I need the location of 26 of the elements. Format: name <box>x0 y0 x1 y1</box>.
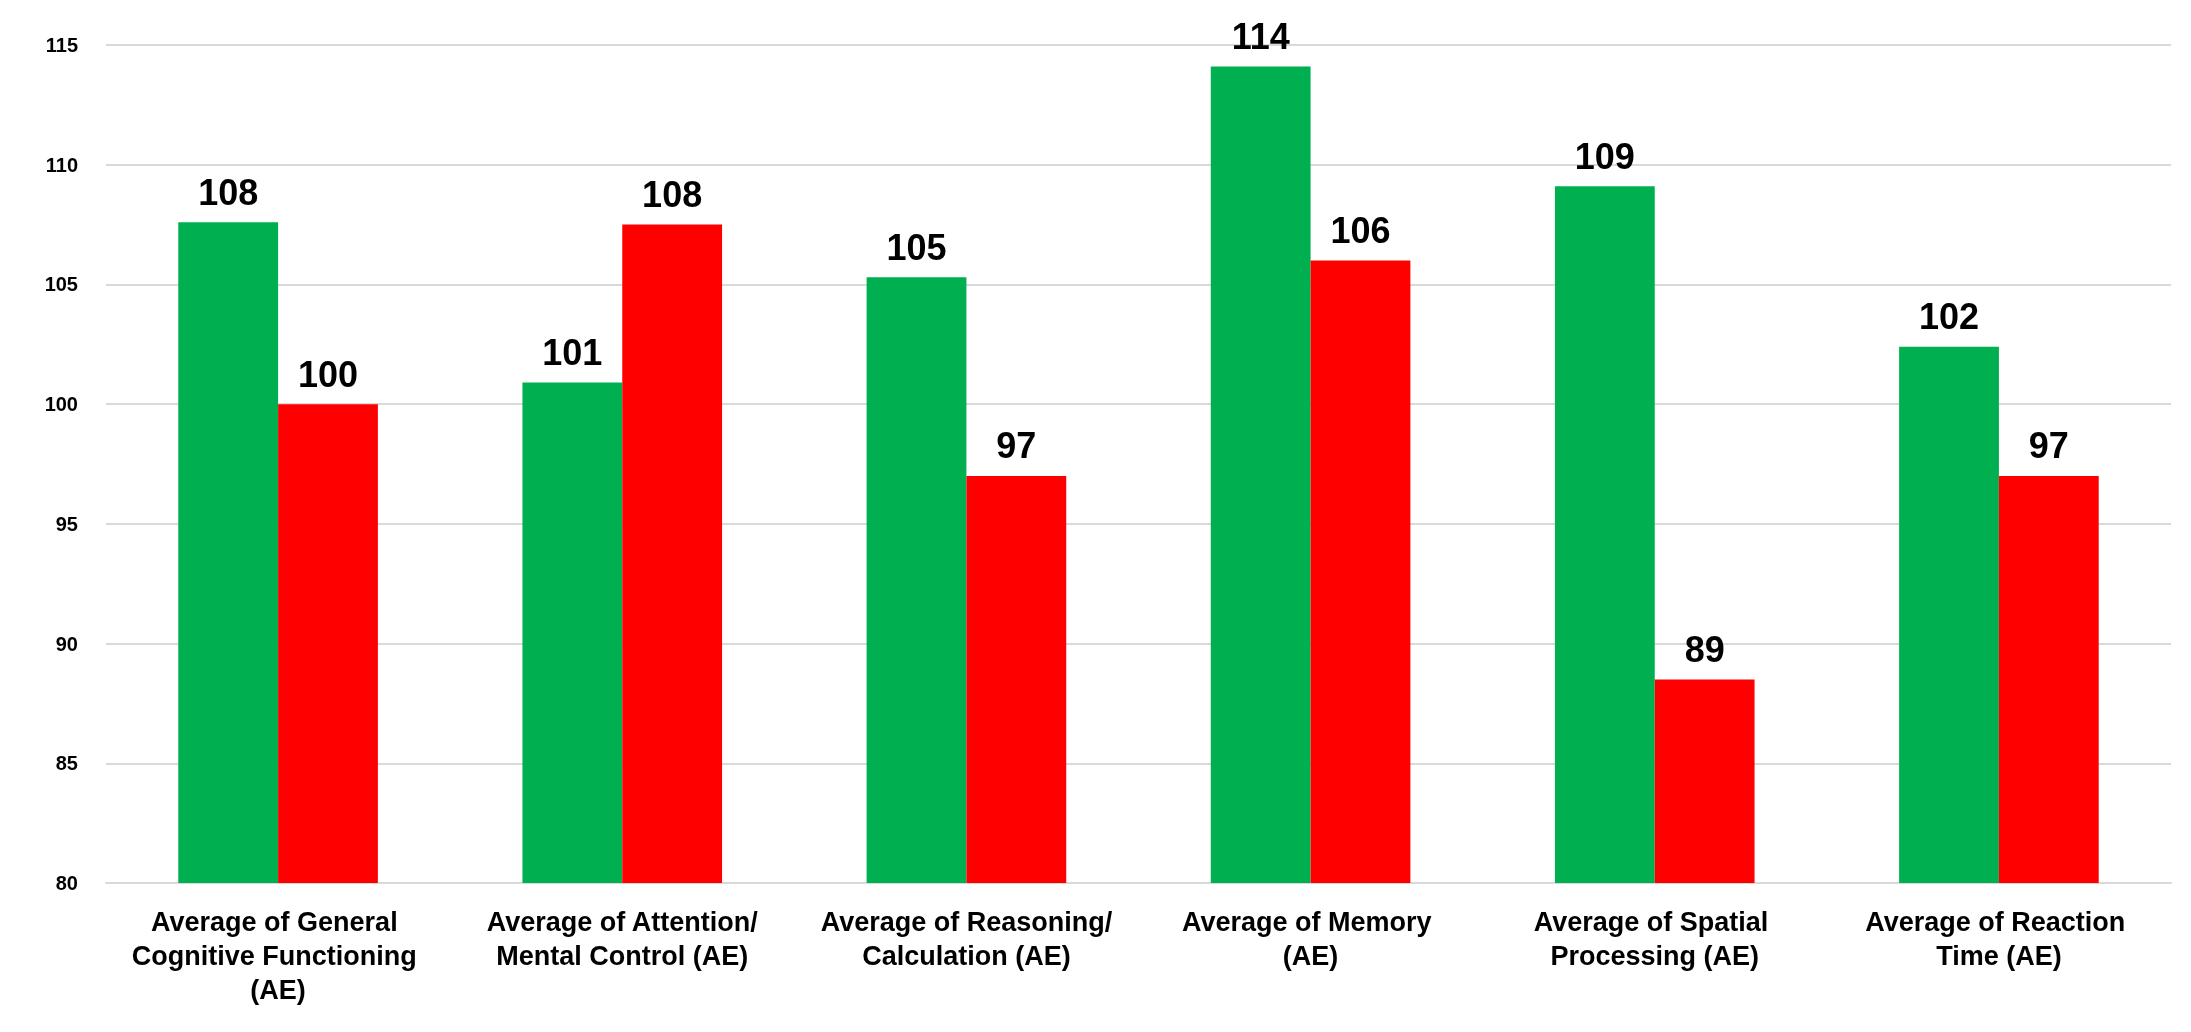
x-tick-label: Average of Spatial Processing (AE) <box>1533 907 1776 971</box>
y-tick-label: 105 <box>44 273 78 296</box>
y-tick-label: 110 <box>45 153 78 176</box>
y-tick-label: 85 <box>55 752 78 775</box>
y-tick-label: 100 <box>44 393 78 416</box>
data-label: 109 <box>1574 135 1635 177</box>
data-label: 100 <box>297 353 359 395</box>
data-label: 89 <box>1684 628 1725 670</box>
x-tick-label: Average of Reaction Time (AE) <box>1865 907 2133 971</box>
data-label: 102 <box>1918 296 1980 338</box>
data-label: 97 <box>996 425 1037 467</box>
y-tick-label: 115 <box>45 34 78 56</box>
y-tick-label: 95 <box>55 512 78 535</box>
data-label: 105 <box>886 226 947 268</box>
data-label: 114 <box>1231 16 1290 58</box>
data-label: 108 <box>198 171 259 213</box>
y-tick-label: 90 <box>55 632 78 655</box>
data-label: 101 <box>542 332 603 374</box>
data-label: 106 <box>1330 209 1391 251</box>
x-tick-label: Average of Memory (AE) <box>1182 907 1440 971</box>
y-tick-label: 80 <box>55 872 78 894</box>
x-tick-label: Average of Attention/Mental Control (AE) <box>486 907 759 971</box>
data-label: 97 <box>2028 425 2069 467</box>
x-tick-label: Average of General Cognitive Functioning (AE) <box>131 907 425 1005</box>
x-tick-label: Average of Reasoning/Calculation (AE) <box>820 907 1113 971</box>
data-label: 108 <box>642 174 703 216</box>
